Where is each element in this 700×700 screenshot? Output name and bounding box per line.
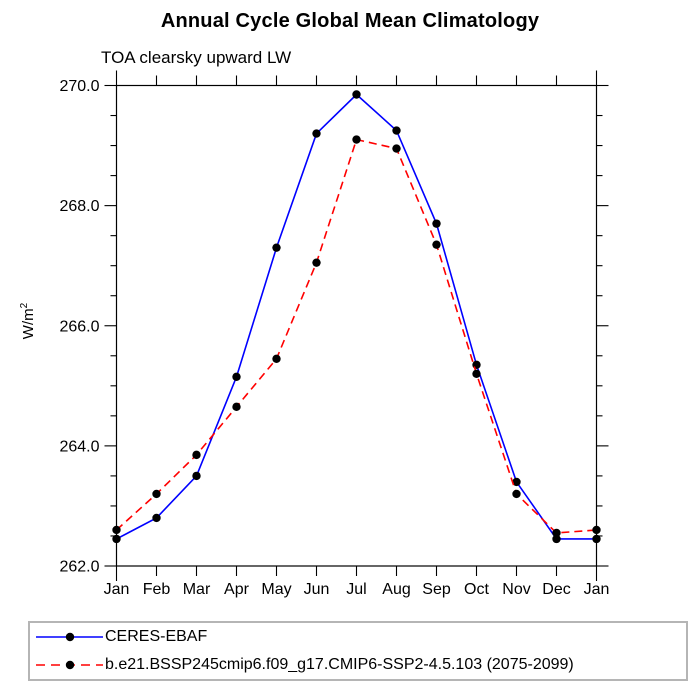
data-point-marker <box>472 360 481 369</box>
x-tick-label: Sep <box>422 581 451 598</box>
x-axis-tick-labels: Jan Feb Mar Apr May Jun Jul Aug Sep Oct Nov Dec Jan <box>104 581 610 598</box>
x-tick-label: Apr <box>224 581 250 598</box>
legend-label-ceres-ebaf: CERES-EBAF <box>105 628 208 645</box>
data-point-marker <box>432 219 441 228</box>
data-point-marker <box>352 135 361 144</box>
y-tick-label: 264.0 <box>59 438 99 455</box>
x-tick-label: Feb <box>143 581 171 598</box>
series-0 <box>112 90 601 544</box>
legend-line-sample-solid <box>36 632 103 642</box>
y-tick-label: 266.0 <box>59 318 99 335</box>
y-tick-label: 270.0 <box>59 78 99 95</box>
x-tick-label: Jan <box>584 581 610 598</box>
data-point-marker <box>232 372 241 382</box>
series-line-0 <box>116 93 597 540</box>
legend-sample-marker <box>65 632 75 642</box>
x-tick-label: Aug <box>382 581 410 598</box>
data-point-marker <box>392 144 401 153</box>
data-point-marker <box>152 489 161 499</box>
data-point-marker <box>472 369 481 378</box>
data-point-marker <box>592 534 601 544</box>
data-point-marker <box>512 489 521 499</box>
data-point-marker <box>232 402 241 412</box>
x-tick-label: May <box>261 581 291 598</box>
legend-box: CERES-EBAF b.e21.BSSP245cmip6.f09_g17.CM… <box>28 621 688 681</box>
legend-item-model: b.e21.BSSP245cmip6.f09_g17.CMIP6-SSP2-4.… <box>30 651 686 679</box>
data-point-marker <box>592 525 601 535</box>
data-point-marker <box>512 477 521 487</box>
x-tick-label: Jan <box>104 581 130 598</box>
plot-svg: 262.0 264.0 266.0 268.0 270.0 Jan Feb Mar Apr May… <box>59 70 610 598</box>
data-point-marker <box>112 534 121 544</box>
chart-subtitle: TOA clearsky upward LW <box>101 48 292 67</box>
data-point-marker <box>312 129 321 138</box>
data-point-marker <box>392 126 401 135</box>
x-tick-label: Mar <box>183 581 211 598</box>
x-tick-label: Oct <box>464 581 489 598</box>
x-tick-label: Jul <box>346 581 366 598</box>
legend-item-ceres-ebaf: CERES-EBAF <box>30 623 686 651</box>
data-point-marker <box>432 240 441 249</box>
series-1 <box>112 135 601 538</box>
legend-label-model: b.e21.BSSP245cmip6.f09_g17.CMIP6-SSP2-4.… <box>105 656 574 673</box>
data-point-marker <box>312 258 321 267</box>
page-title: Annual Cycle Global Mean Climatology <box>160 10 540 32</box>
data-point-marker <box>272 354 281 363</box>
x-tick-label: Jun <box>304 581 330 598</box>
y-axis-tick-labels: 262.0 264.0 266.0 268.0 270.0 <box>59 78 99 576</box>
data-point-marker <box>552 534 561 544</box>
series-line-1 <box>115 138 597 534</box>
data-point-marker <box>552 528 561 538</box>
data-point-marker <box>112 525 121 535</box>
legend-sample-marker <box>65 660 75 670</box>
data-point-marker <box>192 450 201 460</box>
x-tick-label: Nov <box>502 581 530 598</box>
data-point-marker <box>352 90 361 99</box>
y-tick-label: 268.0 <box>59 198 99 215</box>
axis-ticks <box>104 70 609 581</box>
data-point-marker <box>272 243 281 252</box>
y-tick-label: 262.0 <box>59 559 99 576</box>
legend-line-sample-dashed <box>36 660 103 670</box>
data-point-marker <box>192 471 201 481</box>
data-point-marker <box>152 513 161 523</box>
x-tick-label: Dec <box>542 581 570 598</box>
